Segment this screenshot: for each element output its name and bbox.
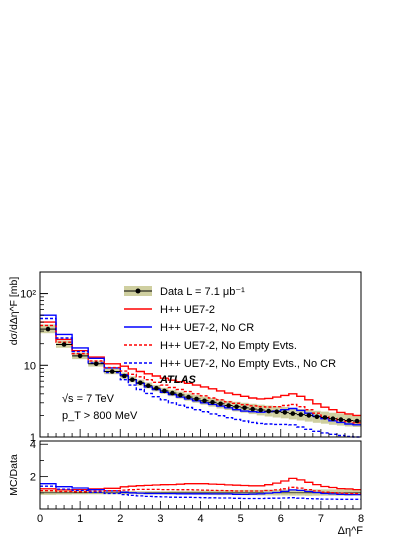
data-point (290, 411, 296, 416)
data-point (61, 342, 67, 347)
mc-curve (40, 321, 361, 417)
main-y-tick-label: 1 (30, 432, 36, 444)
legend-data-marker (135, 288, 141, 294)
data-point (266, 408, 272, 414)
ratio-y-ticks: 24 (30, 439, 48, 494)
data-point (138, 380, 143, 386)
data-point (322, 415, 328, 420)
data-point (258, 407, 264, 413)
main-y-ticks: 1 10 10² (20, 271, 48, 444)
ratio-curves (40, 477, 361, 500)
data-point (170, 390, 175, 396)
ratio-band-bin (353, 489, 361, 496)
ratio-x-ticks: 0 1 2 3 4 5 6 7 8 (37, 501, 364, 525)
data-point (330, 416, 336, 422)
legend-ue72-label: H++ UE7-2 (160, 304, 215, 316)
x-tick-label: 3 (157, 513, 163, 525)
x-tick-label: 7 (318, 513, 324, 525)
data-point (122, 373, 127, 379)
data-point (146, 383, 151, 389)
ratio-curve (40, 486, 361, 495)
x-tick-label: 2 (117, 513, 123, 525)
ratio-y-tick-label: 2 (30, 472, 36, 484)
data-point (162, 388, 167, 394)
main-x-ticks (39, 429, 362, 437)
legend-ue72-nocr-label: H++ UE7-2, No CR (160, 322, 254, 334)
data-point (314, 414, 320, 420)
data-point (202, 398, 207, 404)
data-point (109, 369, 115, 374)
atlas-label: ATLAS (159, 374, 197, 386)
pt-cut-label: p_T > 800 MeV (62, 410, 138, 422)
ratio-curve (40, 483, 361, 496)
data-point (282, 410, 288, 415)
mc-curves (40, 314, 361, 438)
energy-label: √s = 7 TeV (62, 393, 115, 405)
ratio-y-tick-label: 4 (30, 439, 36, 451)
mc-curve (40, 317, 361, 438)
data-point (242, 405, 247, 411)
ratio-y-axis-label: MC/Data (8, 454, 20, 496)
main-y-tick-label: 10 (24, 360, 36, 372)
data-point (306, 413, 312, 418)
data-point (45, 326, 51, 332)
x-tick-label: 4 (197, 513, 203, 525)
data-point (338, 417, 344, 422)
x-axis-label: Δη^F (338, 525, 364, 537)
data-point (346, 418, 352, 423)
data-point (130, 377, 135, 383)
data-point (234, 404, 239, 410)
x-tick-label: 6 (278, 513, 284, 525)
ratio-curve (40, 485, 361, 500)
main-y-tick-label: 10² (20, 289, 36, 301)
data-point (186, 394, 191, 400)
legend: Data L = 7.1 μb⁻¹ H++ UE7-2 H++ UE7-2, N… (124, 286, 336, 370)
data-point (154, 385, 159, 391)
ratio-curve (40, 477, 361, 491)
data-point (218, 401, 223, 407)
x-tick-label: 0 (37, 513, 43, 525)
main-panel: 1 10 10² Data L = 7.1 μb⁻¹ H++ UE7-2 H++ U… (8, 271, 362, 444)
data-point (354, 418, 360, 424)
data-points (40, 326, 361, 424)
mc-curve (40, 314, 361, 426)
data-point (178, 392, 183, 398)
legend-ue72-noempty-nocr-label: H++ UE7-2, No Empty Evts., No CR (160, 358, 336, 370)
data-point (298, 412, 304, 417)
legend-data-label: Data L = 7.1 μb⁻¹ (160, 286, 245, 298)
data-point (274, 409, 280, 415)
data-point (93, 361, 99, 367)
data-point (194, 396, 199, 402)
data-point (226, 403, 231, 408)
x-tick-label: 8 (358, 513, 364, 525)
data-point (210, 400, 215, 405)
x-tick-label: 1 (77, 513, 83, 525)
x-tick-label: 5 (238, 513, 244, 525)
data-point (250, 406, 255, 412)
legend-ue72-noempty-label: H++ UE7-2, No Empty Evts. (160, 340, 297, 352)
mc-curve (40, 324, 361, 424)
main-y-axis-label: dσ/dΔη^F [mb] (8, 277, 20, 346)
data-point (77, 353, 83, 359)
